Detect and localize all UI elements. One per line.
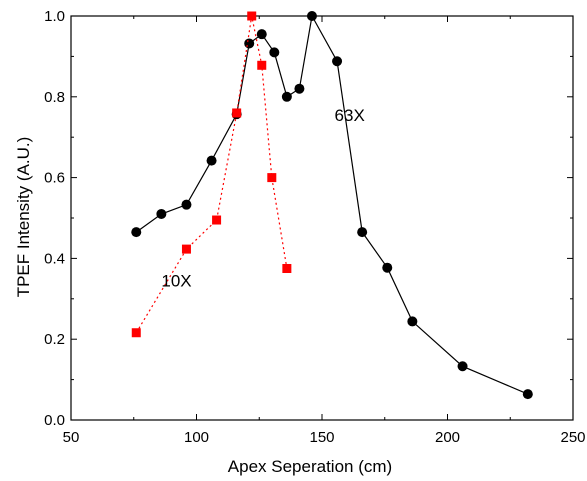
- y-tick-label: 0.8: [44, 89, 65, 106]
- data-point: [206, 155, 217, 166]
- data-point: [244, 38, 255, 49]
- axes: 50 100 150 200 250 0.0 0.2 0.4 0.6 0.8 1.0: [44, 8, 585, 446]
- x-tick-label: 50: [63, 429, 80, 446]
- data-point: [256, 29, 267, 40]
- annotation-10x: 10X: [161, 272, 191, 291]
- data-point: [247, 11, 257, 21]
- y-tick-label: 0.4: [44, 250, 65, 267]
- annotations: 63X 10X: [161, 106, 364, 291]
- data-point: [382, 262, 393, 273]
- data-point: [267, 173, 277, 183]
- y-tick-label: 0.6: [44, 170, 65, 187]
- data-point: [131, 227, 142, 238]
- data-point: [281, 91, 292, 102]
- data-point: [306, 11, 317, 21]
- data-point: [332, 56, 343, 67]
- data-point: [282, 264, 292, 273]
- series-line: [135, 15, 288, 334]
- data-point: [232, 108, 242, 118]
- x-tick-label: 200: [435, 429, 460, 446]
- y-tick-label: 1.0: [44, 8, 65, 25]
- data-point: [156, 208, 167, 219]
- y-tick-label: 0.0: [44, 412, 65, 429]
- data-point: [131, 328, 141, 338]
- data-point: [181, 199, 192, 210]
- x-tick-label: 150: [309, 429, 334, 446]
- data-point: [457, 361, 468, 372]
- data-point: [269, 47, 280, 58]
- data-point: [357, 227, 368, 238]
- series-10x: [131, 11, 292, 338]
- y-axis-label: TPEF Intensity (A.U.): [14, 137, 33, 298]
- data-point: [294, 83, 305, 94]
- data-point: [522, 389, 533, 400]
- data-series: [131, 11, 533, 400]
- x-tick-label: 100: [184, 429, 209, 446]
- data-point: [212, 215, 222, 225]
- annotation-63x: 63X: [335, 106, 365, 125]
- data-point: [257, 60, 267, 70]
- data-point: [181, 244, 191, 254]
- y-tick-label: 0.2: [44, 331, 65, 348]
- x-tick-label: 250: [560, 429, 585, 446]
- x-axis-label: Apex Seperation (cm): [228, 457, 392, 476]
- data-point: [407, 316, 418, 327]
